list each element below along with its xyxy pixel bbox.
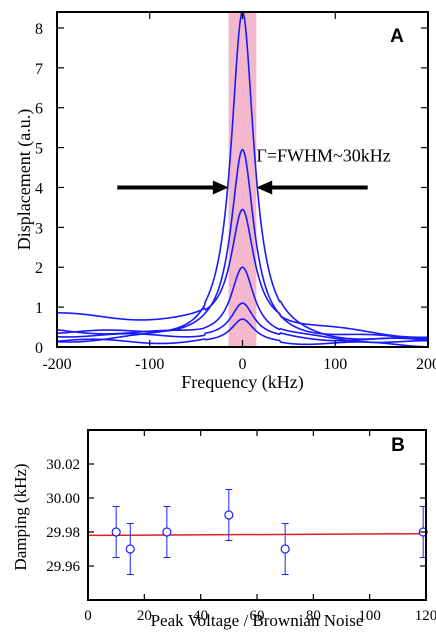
- panel-a-letter: A: [390, 26, 404, 47]
- y-tick-label: 7: [35, 61, 43, 78]
- y-tick-label: 29.96: [46, 559, 80, 575]
- panel-b-x-ticks: 0 20 40 60 80 100 120: [84, 430, 436, 624]
- x-tick-label: 0: [239, 356, 247, 373]
- fwhm-annotation: Γ=FWHM~30kHz: [256, 146, 390, 166]
- x-tick-label: 120: [415, 608, 436, 624]
- y-tick-label: 29.98: [46, 525, 80, 541]
- y-tick-label: 3: [35, 220, 43, 237]
- y-tick-label: 30.00: [46, 491, 80, 507]
- x-tick-label: 80: [306, 608, 321, 624]
- y-tick-label: 5: [35, 141, 43, 158]
- curve-4: [56, 302, 429, 342]
- data-point: [125, 523, 135, 575]
- panel-b-chart: 0 20 40 60 80 100 120 29.96 29.98 30.00 30.02 Pea…: [11, 429, 436, 630]
- x-tick-label: 20: [137, 608, 152, 624]
- y-tick-label: 1: [35, 300, 43, 317]
- panel-a-y-ticks: 0 1 2 3 4 5 6 7 8: [35, 21, 428, 357]
- panel-a-y-axis-label: Displacement (a.u.): [14, 109, 35, 250]
- panel-a-x-axis-label: Frequency (kHz): [181, 372, 303, 393]
- panel-b-y-axis-label: Damping (kHz): [11, 463, 30, 570]
- fwhm-arrows: [117, 180, 368, 195]
- y-tick-label: 2: [35, 260, 43, 277]
- curve-1: [56, 148, 429, 342]
- x-tick-label: 100: [323, 356, 347, 373]
- x-tick-label: 100: [358, 608, 381, 624]
- x-tick-label: -100: [135, 356, 164, 373]
- fit-line: [87, 532, 427, 537]
- panel-a-x-ticks: -200 -100 0 100 200: [42, 12, 436, 373]
- x-tick-label: -200: [42, 356, 71, 373]
- resonance-curves: [56, 10, 429, 348]
- y-tick-label: 0: [35, 340, 43, 357]
- y-tick-label: 4: [35, 180, 43, 197]
- y-tick-label: 30.02: [46, 457, 80, 473]
- panel-b-letter: B: [391, 435, 405, 456]
- y-tick-label: 8: [35, 21, 43, 38]
- y-tick-label: 6: [35, 101, 43, 118]
- curve-5: [56, 318, 429, 348]
- right-arrow-head: [256, 180, 273, 195]
- panel-b-y-ticks: 29.96 29.98 30.00 30.02: [46, 457, 426, 575]
- curve-2: [57, 208, 429, 339]
- damping-points: [111, 489, 428, 575]
- left-arrow-head: [212, 180, 229, 195]
- data-point: [280, 523, 290, 575]
- panel-a-chart: -200 -100 0 100 200 0 1 2 3 4 5 6 7 8 Frequency (kHz…: [14, 10, 436, 393]
- panel-b-x-axis-label: Peak Voltage / Brownian Noise: [151, 611, 364, 630]
- x-tick-label: 40: [193, 608, 208, 624]
- fwhm-band: [228, 12, 257, 347]
- x-tick-label: 0: [84, 608, 92, 624]
- data-point: [224, 489, 234, 541]
- x-tick-label: 200: [416, 356, 436, 373]
- data-point: [111, 506, 121, 558]
- panel-b-frame: [87, 429, 427, 601]
- data-point: [162, 506, 172, 558]
- x-tick-label: 60: [250, 608, 265, 624]
